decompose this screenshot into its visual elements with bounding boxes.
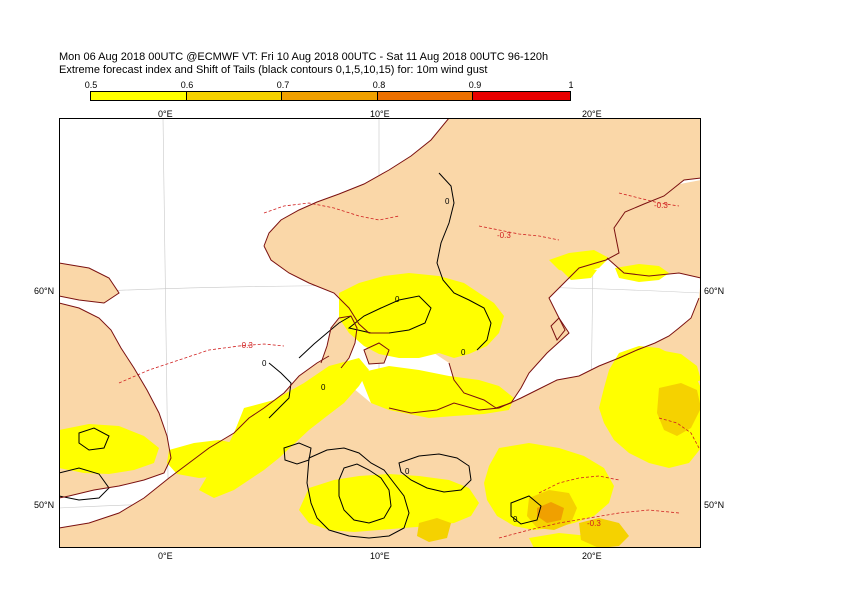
land-scandinavia	[264, 118, 701, 408]
efi-area-baltic-coast	[359, 366, 514, 418]
contour-label: 0	[262, 359, 267, 368]
title-line-2: Extreme forecast index and Shift of Tail…	[59, 64, 488, 76]
coast-gotland	[550, 317, 566, 341]
colorbar-swatch-4	[473, 92, 571, 100]
sot-contour-germany-2	[338, 463, 392, 524]
efi-0.6-0.7	[417, 383, 701, 548]
efi-area-finland-east	[629, 350, 701, 386]
coast-baltic-south	[388, 297, 700, 414]
sot-contour-germany-1	[306, 447, 410, 539]
lon-label-top-0: 0°E	[158, 109, 173, 119]
neg-contour-sweden	[478, 225, 560, 241]
colorbar-swatch-1	[186, 92, 283, 100]
map-frame	[59, 118, 701, 548]
efi-deep-orange-czech	[537, 502, 564, 523]
efi-area-gulf	[549, 250, 609, 273]
efi-area-estonia	[615, 264, 669, 282]
efi-0.5-0.6	[59, 250, 701, 548]
efi-area-northsea-band	[59, 424, 159, 474]
neg-contour-central-europe	[498, 509, 680, 539]
coast-norway	[263, 118, 450, 247]
coast-finland	[606, 257, 701, 279]
neg-contour-east	[658, 417, 700, 449]
contour-label: 0	[513, 515, 518, 524]
neg-contour-label: -0.3	[654, 201, 668, 210]
neg-contour-labels: -0.3 -0.3 -0.3 -0.3	[239, 201, 668, 528]
efi-area-netherlands	[167, 440, 249, 478]
efi-area-germany	[299, 474, 479, 532]
coast-norway-south	[263, 245, 389, 334]
contour-label: 0	[445, 197, 450, 206]
neg-contour-southeast	[538, 475, 620, 494]
lat-label-left-60: 60°N	[34, 286, 55, 296]
coast-scotland-north	[59, 262, 120, 304]
neg-contour-label: -0.3	[239, 341, 253, 350]
neg-contours	[118, 192, 700, 539]
sot-contour-czech	[510, 495, 542, 525]
lon-label-bottom-20: 20°E	[582, 551, 602, 561]
coastlines	[59, 118, 701, 529]
colorbar-tick-label: 0.9	[468, 80, 482, 90]
title-line-1: Mon 06 Aug 2018 00UTC @ECMWF VT: Fri 10 …	[59, 51, 549, 63]
colorbar-swatch-0	[91, 92, 187, 100]
colorbar-tick-label: 1	[568, 80, 574, 90]
sot-contour-northsea	[268, 362, 292, 419]
colorbar-tick-label: 0.6	[180, 80, 194, 90]
efi-orange-south-germany	[417, 518, 451, 542]
colorbar-tick-label: 0.5	[84, 80, 98, 90]
efi-area-sweden-south	[339, 273, 504, 358]
efi-orange-baltic-east	[657, 383, 701, 436]
coast-continent	[59, 355, 330, 529]
sot-contour-britain	[78, 427, 110, 451]
lon-label-bottom-0: 0°E	[158, 551, 173, 561]
coast-zealand	[363, 342, 390, 365]
contour-label: 0	[461, 348, 466, 357]
neg-contour-bothnia	[618, 192, 680, 207]
sot-contour-denmark	[283, 442, 312, 465]
lat-label-left-50: 50°N	[34, 500, 55, 510]
coast-sweden-east	[448, 177, 701, 409]
colorbar-tick-label: 0.8	[372, 80, 386, 90]
lat-label-right-60: 60°N	[704, 286, 725, 296]
colorbar-swatch-2	[282, 92, 378, 100]
efi-map: 0 0 0 0 0 0 0 -0.3 -0.3 -0.3 -0.3	[59, 118, 701, 548]
efi-0.7-0.8	[537, 502, 564, 523]
efi-area-bothnia	[559, 266, 597, 280]
sot-contour-skagerrak	[298, 315, 352, 359]
sot-contour-scandinavia	[436, 172, 492, 351]
colorbar	[90, 91, 571, 101]
neg-contour-northsea	[118, 343, 285, 384]
coast-denmark	[320, 315, 358, 369]
lon-label-bottom-10: 10°E	[370, 551, 390, 561]
sot-contour-poland	[398, 453, 472, 493]
land-finland-east	[604, 180, 701, 278]
lat-label-right-50: 50°N	[704, 500, 725, 510]
colorbar-tick-label: 0.7	[276, 80, 290, 90]
efi-orange-hungary	[579, 518, 629, 548]
neg-contour-label: -0.3	[497, 231, 511, 240]
neg-contour-label: -0.3	[587, 519, 601, 528]
lon-label-top-20: 20°E	[582, 109, 602, 119]
colorbar-swatch-3	[377, 92, 474, 100]
coast-britain	[59, 302, 172, 499]
contour-label: 0	[405, 467, 410, 476]
neg-contour-norwegian-sea	[263, 202, 400, 221]
contour-label: 0	[321, 383, 326, 392]
efi-area-poland	[484, 443, 614, 530]
lon-label-top-10: 10°E	[370, 109, 390, 119]
contour-labels: 0 0 0 0 0 0 0	[262, 197, 518, 524]
land-scotland-north	[59, 263, 119, 303]
contour-label: 0	[395, 295, 400, 304]
